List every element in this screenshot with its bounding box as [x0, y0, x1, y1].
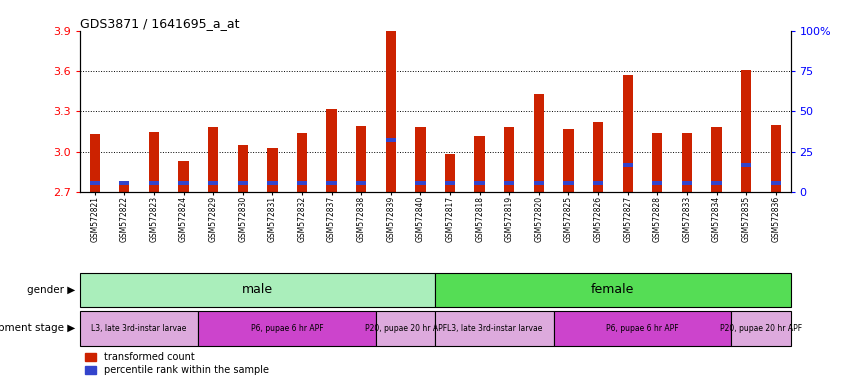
Bar — [711, 127, 722, 192]
Bar — [208, 180, 219, 185]
Bar — [445, 154, 455, 192]
Bar — [237, 180, 248, 185]
Bar — [563, 129, 574, 192]
Bar — [267, 180, 278, 185]
Text: female: female — [591, 283, 635, 296]
Bar — [622, 75, 633, 192]
Bar — [267, 148, 278, 192]
Bar — [652, 133, 663, 192]
Bar — [149, 180, 159, 185]
Bar — [563, 180, 574, 185]
Bar — [593, 180, 603, 185]
Text: P20, pupae 20 hr APF: P20, pupae 20 hr APF — [720, 324, 802, 333]
Bar — [326, 109, 336, 192]
Bar — [770, 125, 781, 192]
Bar — [297, 133, 307, 192]
Text: L3, late 3rd-instar larvae: L3, late 3rd-instar larvae — [92, 324, 187, 333]
Bar — [534, 94, 544, 192]
Bar — [119, 181, 130, 192]
Bar — [376, 311, 436, 346]
Bar — [770, 180, 781, 185]
Bar — [474, 180, 484, 185]
Bar — [80, 273, 436, 307]
Text: male: male — [242, 283, 273, 296]
Bar — [356, 180, 367, 185]
Bar — [178, 161, 188, 192]
Bar — [652, 180, 663, 185]
Text: L3, late 3rd-instar larvae: L3, late 3rd-instar larvae — [447, 324, 542, 333]
Bar — [326, 180, 336, 185]
Bar — [474, 136, 484, 192]
Bar — [436, 273, 791, 307]
Text: P20, pupae 20 hr APF: P20, pupae 20 hr APF — [364, 324, 447, 333]
Bar — [741, 70, 751, 192]
Text: P6, pupae 6 hr APF: P6, pupae 6 hr APF — [606, 324, 679, 333]
Bar — [711, 180, 722, 185]
Bar — [741, 163, 751, 167]
Bar — [415, 127, 426, 192]
Legend: transformed count, percentile rank within the sample: transformed count, percentile rank withi… — [85, 353, 269, 375]
Bar — [593, 122, 603, 192]
Bar — [237, 145, 248, 192]
Bar — [198, 311, 376, 346]
Bar — [386, 30, 396, 192]
Bar — [297, 180, 307, 185]
Bar — [89, 134, 100, 192]
Bar — [356, 126, 367, 192]
Bar — [732, 311, 791, 346]
Bar — [682, 133, 692, 192]
Bar — [80, 311, 198, 346]
Bar — [445, 180, 455, 185]
Bar — [208, 127, 219, 192]
Bar — [178, 180, 188, 185]
Bar — [622, 163, 633, 167]
Bar — [504, 180, 515, 185]
Text: P6, pupae 6 hr APF: P6, pupae 6 hr APF — [251, 324, 324, 333]
Bar — [149, 131, 159, 192]
Bar — [534, 180, 544, 185]
Bar — [89, 180, 100, 185]
Text: development stage ▶: development stage ▶ — [0, 323, 76, 333]
Bar — [682, 180, 692, 185]
Bar — [504, 127, 515, 192]
Bar — [386, 138, 396, 142]
Bar — [415, 180, 426, 185]
Bar — [553, 311, 732, 346]
Text: gender ▶: gender ▶ — [28, 285, 76, 295]
Bar — [436, 311, 553, 346]
Text: GDS3871 / 1641695_a_at: GDS3871 / 1641695_a_at — [80, 17, 240, 30]
Bar — [119, 180, 130, 185]
